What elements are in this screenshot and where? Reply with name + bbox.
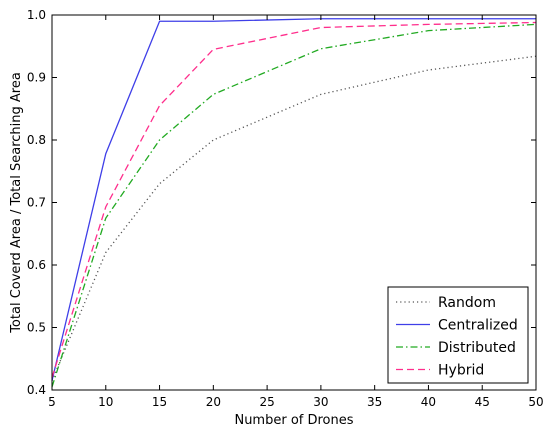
x-tick-label: 40 [421, 395, 436, 409]
legend: Random Centralized Distributed Hybrid [387, 286, 529, 384]
x-tick-label: 50 [528, 395, 543, 409]
y-tick-label: 1.0 [27, 8, 46, 22]
legend-label-distributed: Distributed [438, 340, 516, 356]
y-tick-label: 0.4 [27, 383, 46, 397]
y-tick-label: 0.7 [27, 196, 46, 210]
series-line-distributed [51, 23, 537, 388]
ticks-layer: 5 10 15 20 25 30 35 40 45 50 0.4 0.5 0.6 0.7 0.8 0.9 1.0 [27, 8, 544, 409]
series-line-random [51, 55, 537, 381]
legend-label-centralized: Centralized [438, 318, 518, 334]
legend-box [387, 286, 529, 384]
x-axis-label: Number of Drones [234, 413, 353, 428]
y-tick-label: 0.9 [27, 71, 46, 85]
x-tick-label: 10 [98, 395, 113, 409]
x-tick-label: 35 [367, 395, 382, 409]
x-tick-label: 25 [259, 395, 274, 409]
y-tick-label: 0.8 [27, 133, 46, 147]
series-line-hybrid [51, 21, 537, 378]
y-tick-label: 0.6 [27, 258, 46, 272]
y-axis-label: Total Coverd Area / Total Searching Area [9, 72, 24, 334]
legend-label-hybrid: Hybrid [438, 363, 484, 379]
x-tick-label: 20 [206, 395, 221, 409]
x-tick-label: 45 [475, 395, 490, 409]
x-tick-label: 5 [48, 395, 56, 409]
x-tick-label: 30 [313, 395, 328, 409]
legend-label-random: Random [438, 295, 496, 311]
x-tick-label: 15 [152, 395, 167, 409]
y-tick-label: 0.5 [27, 321, 46, 335]
